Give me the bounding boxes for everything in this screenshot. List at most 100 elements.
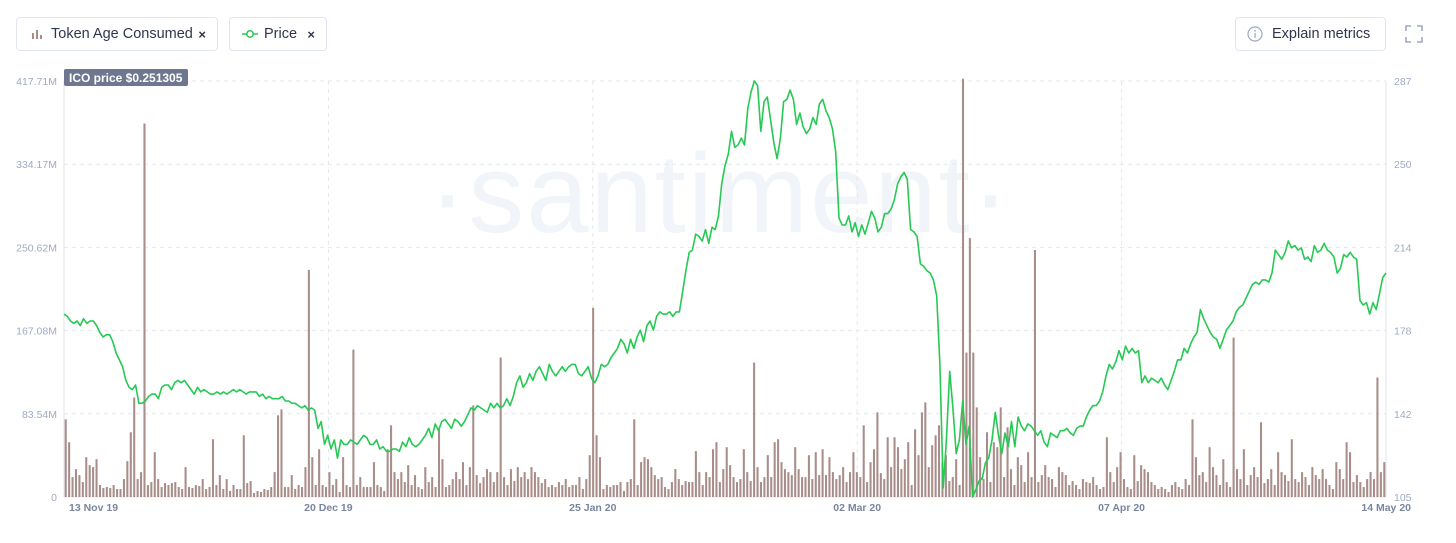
token-age-bar — [102, 488, 105, 497]
token-age-bar — [475, 475, 478, 497]
token-age-bar — [85, 457, 88, 497]
token-age-bar — [571, 485, 574, 497]
token-age-bar — [458, 479, 461, 497]
token-age-bar — [1136, 481, 1139, 497]
metric-chip-token-age-consumed[interactable]: Token Age Consumed × — [16, 17, 218, 51]
token-age-bar — [1051, 479, 1054, 497]
token-age-bar — [324, 487, 328, 497]
token-age-bar — [797, 469, 800, 497]
token-age-bar — [1345, 442, 1348, 497]
token-age-bar — [283, 487, 286, 497]
x-tick-label: 14 May 20 — [1361, 502, 1411, 514]
token-age-bar — [951, 477, 954, 497]
token-age-bar — [164, 483, 167, 497]
token-age-bar — [331, 485, 334, 497]
token-age-bar — [718, 482, 721, 497]
token-age-bar — [1140, 465, 1143, 497]
token-age-bar — [201, 479, 204, 497]
token-age-bar — [1126, 487, 1129, 497]
token-age-bar — [1037, 482, 1040, 497]
token-age-bar — [88, 465, 91, 497]
token-age-bar — [396, 479, 399, 497]
token-age-bar — [1249, 475, 1252, 497]
token-age-bar — [694, 451, 697, 497]
ico-price-badge: ICO price $0.251305 — [64, 69, 188, 86]
token-age-bar — [98, 485, 101, 497]
santiment-watermark: ·santiment· — [429, 131, 1011, 256]
token-age-bar — [249, 481, 252, 497]
token-age-bar — [1201, 472, 1204, 497]
token-age-bar — [1075, 485, 1078, 497]
token-age-bar — [619, 482, 622, 497]
y-left-tick-label: 83.54M — [22, 409, 57, 421]
token-age-bar — [948, 481, 951, 497]
token-age-bar — [342, 457, 345, 497]
token-age-bar — [1098, 489, 1102, 497]
token-age-bar — [742, 449, 745, 497]
token-age-bar — [804, 477, 807, 497]
token-age-bar — [1064, 475, 1067, 497]
token-age-bar — [547, 487, 550, 497]
token-age-bar — [924, 402, 927, 497]
token-age-bar — [1081, 479, 1084, 497]
token-age-bar — [1215, 475, 1218, 497]
token-age-bar — [962, 78, 965, 498]
remove-metric-button[interactable]: × — [307, 26, 315, 42]
token-age-bar — [838, 475, 841, 497]
token-age-bar — [1376, 377, 1379, 497]
token-age-bar — [1078, 489, 1081, 497]
token-age-bar — [1112, 482, 1115, 497]
token-age-bar — [725, 447, 728, 497]
token-age-bar — [616, 485, 619, 497]
token-age-bar — [1232, 337, 1235, 497]
token-age-bar — [626, 482, 629, 497]
token-age-bar — [729, 465, 732, 497]
token-age-bar — [979, 457, 982, 497]
token-age-bar — [568, 487, 571, 497]
token-age-bar — [715, 442, 718, 497]
token-age-bar — [722, 469, 725, 497]
token-age-bar — [999, 407, 1002, 497]
token-age-bar — [557, 482, 560, 497]
token-age-bar — [636, 485, 639, 497]
metric-chip-price[interactable]: Price × — [229, 17, 327, 51]
token-age-bar — [307, 269, 310, 497]
token-age-bar — [225, 479, 228, 497]
token-age-bar — [1023, 482, 1026, 497]
token-age-bar — [574, 485, 578, 497]
token-age-bar — [1009, 469, 1013, 497]
token-age-bar — [790, 475, 793, 497]
token-age-bar — [1314, 475, 1317, 497]
token-age-bar — [564, 479, 567, 497]
token-age-bar — [766, 455, 769, 497]
token-age-bar — [362, 487, 365, 497]
y-left-tick-label: 167.08M — [16, 326, 57, 338]
fullscreen-icon[interactable] — [1404, 24, 1424, 44]
x-tick-label: 13 Nov 19 — [69, 502, 118, 514]
token-age-bar — [198, 486, 201, 497]
token-age-bar — [506, 485, 509, 497]
token-age-bar — [266, 490, 269, 497]
token-age-bar — [431, 477, 434, 497]
token-age-bar — [1133, 455, 1136, 497]
bar-chart-icon — [29, 26, 45, 42]
token-age-bar — [646, 459, 649, 497]
token-age-bar — [1205, 482, 1208, 497]
token-age-bar — [698, 472, 701, 497]
token-age-bar — [205, 489, 208, 497]
token-age-bar — [1256, 477, 1259, 497]
token-age-bar — [1198, 475, 1201, 497]
remove-metric-button[interactable]: × — [198, 26, 206, 42]
token-age-bar — [78, 475, 81, 497]
explain-metrics-button[interactable]: Explain metrics — [1235, 17, 1386, 51]
token-age-bar — [414, 475, 417, 497]
token-age-bar — [1342, 479, 1345, 497]
token-age-bar — [461, 462, 465, 497]
token-age-bar — [280, 409, 283, 497]
token-age-bar — [1164, 489, 1167, 497]
token-age-bar — [523, 472, 526, 497]
token-age-bar — [968, 238, 971, 497]
token-age-bar — [112, 485, 115, 497]
token-age-bar — [1068, 485, 1071, 497]
token-age-bar — [71, 477, 74, 497]
